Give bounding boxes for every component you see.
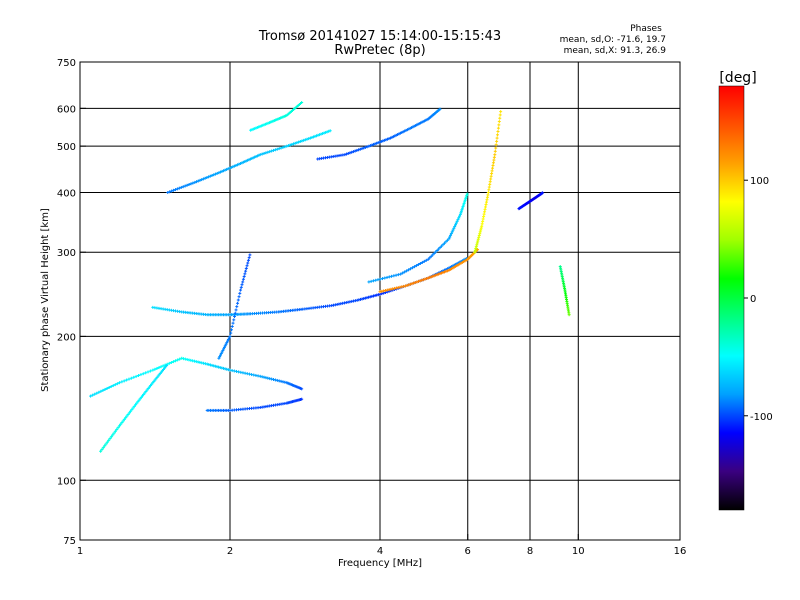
colorbar-ticks: 100 0 -100: [744, 176, 773, 423]
x-tick-label: 4: [377, 546, 383, 557]
x-tick-label: 8: [527, 546, 533, 557]
y-tick-label: 75: [63, 536, 76, 547]
x-tick-label: 16: [674, 546, 687, 557]
x-tick-label: 2: [227, 546, 233, 557]
y-axis-label: Stationary phase Virtual Height [km]: [40, 208, 51, 392]
y-tick-label: 400: [57, 188, 76, 199]
phases-heading: Phases: [630, 24, 662, 34]
colorbar-tick-label: -100: [750, 412, 773, 423]
y-tick-label: 200: [57, 332, 76, 343]
y-tick-label: 750: [57, 58, 76, 69]
x-axis-label: Frequency [MHz]: [338, 558, 422, 569]
x-tick-label: 1: [77, 546, 83, 557]
x-tick-label: 6: [465, 546, 471, 557]
phases-mean-x: mean, sd,X: 91.3, 26.9: [564, 46, 667, 56]
x-tick-label: 10: [572, 546, 585, 557]
colorbar: [718, 85, 745, 511]
x-axis: 1 2 4 6 8 10 16: [77, 534, 687, 557]
colorbar-tick-label: 0: [750, 294, 756, 305]
phases-mean-o: mean, sd,O: -71.6, 19.7: [560, 35, 666, 45]
chart-title: Tromsø 20141027 15:14:00-15:15:43: [258, 29, 501, 44]
colorbar-tick-label: 100: [750, 176, 769, 187]
y-tick-label: 100: [57, 476, 76, 487]
data-points: [89, 101, 571, 453]
colorbar-label: [deg]: [719, 70, 756, 86]
y-tick-label: 600: [57, 104, 76, 115]
chart-subtitle: RwPretec (8p): [334, 43, 425, 58]
y-axis: 75 100 200 300 400 500 600 750: [57, 58, 86, 547]
y-tick-label: 300: [57, 248, 76, 259]
y-tick-label: 500: [57, 142, 76, 153]
grid-layer: [80, 62, 680, 540]
